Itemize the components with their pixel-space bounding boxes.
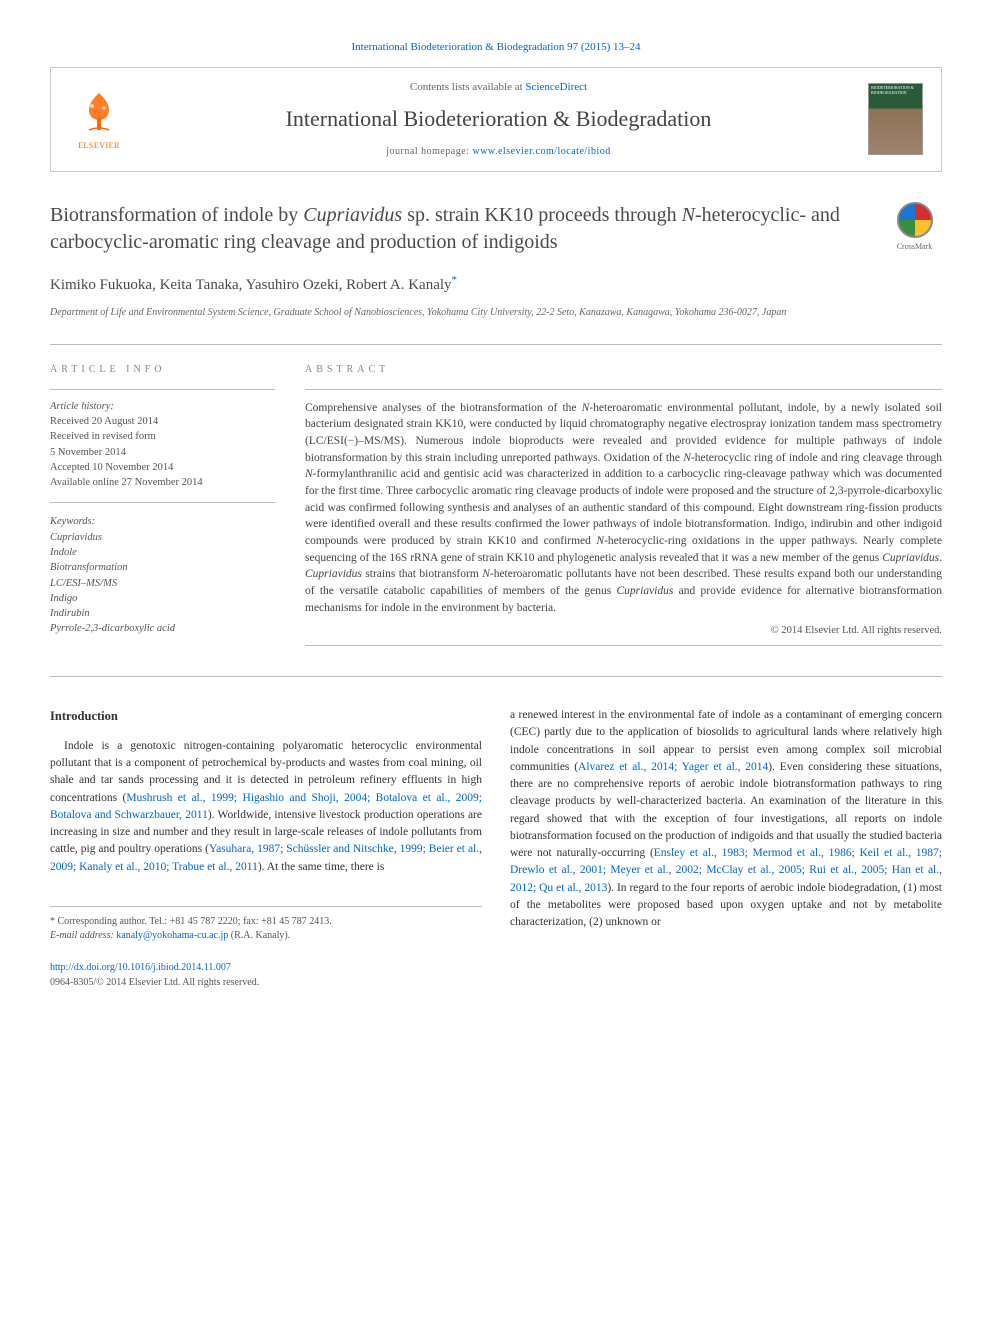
abs-p16: Cupriavidus bbox=[616, 585, 673, 597]
abs-p12: Cupriavidus bbox=[305, 568, 362, 580]
corresponding-line: * Corresponding author. Tel.: +81 45 787… bbox=[50, 915, 482, 930]
history-block: Article history: Received 20 August 2014… bbox=[50, 390, 275, 504]
top-citation-link[interactable]: International Biodeterioration & Biodegr… bbox=[352, 41, 641, 53]
email-suffix: (R.A. Kanaly). bbox=[228, 930, 290, 941]
title-section: Biotransformation of indole by Cupriavid… bbox=[50, 202, 942, 257]
email-link[interactable]: kanaly@yokohama-cu.ac.jp bbox=[116, 930, 228, 941]
abs-p6: N bbox=[305, 468, 313, 480]
history-text: Received 20 August 2014 Received in revi… bbox=[50, 414, 275, 490]
elsevier-logo[interactable]: ELSEVIER bbox=[69, 87, 129, 152]
abs-p1: Comprehensive analyses of the biotransfo… bbox=[305, 402, 582, 414]
contents-prefix: Contents lists available at bbox=[410, 81, 525, 93]
history-label: Article history: bbox=[50, 400, 275, 415]
title-p3: sp. strain KK10 proceeds through bbox=[402, 204, 681, 226]
elsevier-tree-icon bbox=[74, 88, 124, 138]
sciencedirect-link[interactable]: ScienceDirect bbox=[525, 81, 587, 93]
top-citation: International Biodeterioration & Biodegr… bbox=[50, 40, 942, 55]
authors: Kimiko Fukuoka, Keita Tanaka, Yasuhiro O… bbox=[50, 273, 942, 296]
abstract-divider-bottom bbox=[305, 645, 942, 646]
corresponding-mark: * bbox=[452, 274, 458, 286]
abs-p8: N bbox=[596, 535, 604, 547]
abs-p10: Cupriavidus bbox=[882, 552, 939, 564]
article-title: Biotransformation of indole by Cupriavid… bbox=[50, 202, 887, 256]
crossmark-label: CrossMark bbox=[897, 241, 933, 252]
keywords-block: Keywords: Cupriavidus Indole Biotransfor… bbox=[50, 515, 275, 636]
doi-block: http://dx.doi.org/10.1016/j.ibiod.2014.1… bbox=[50, 960, 482, 990]
info-abstract-row: ARTICLE INFO Article history: Received 2… bbox=[50, 345, 942, 646]
body-col-left: Introduction Indole is a genotoxic nitro… bbox=[50, 707, 482, 990]
body-col-right: a renewed interest in the environmental … bbox=[510, 707, 942, 990]
intro-cite3[interactable]: Alvarez et al., 2014; Yager et al., 2014 bbox=[578, 761, 768, 773]
intro-c2b: ). Even considering these situations, th… bbox=[510, 761, 942, 859]
abs-p13: strains that biotransform bbox=[362, 568, 482, 580]
homepage-prefix: journal homepage: bbox=[386, 146, 472, 157]
authors-list: Kimiko Fukuoka, Keita Tanaka, Yasuhiro O… bbox=[50, 277, 452, 293]
intro-heading: Introduction bbox=[50, 707, 482, 726]
abs-p5: -heterocyclic ring of indole and ring cl… bbox=[691, 452, 942, 464]
abstract-heading: ABSTRACT bbox=[305, 363, 942, 377]
abstract-text: Comprehensive analyses of the biotransfo… bbox=[305, 390, 942, 617]
intro-c1c: ). At the same time, there is bbox=[258, 861, 384, 873]
copyright: © 2014 Elsevier Ltd. All rights reserved… bbox=[305, 624, 942, 639]
divider-body bbox=[50, 676, 942, 677]
info-heading: ARTICLE INFO bbox=[50, 363, 275, 377]
keywords-text: Cupriavidus Indole Biotransformation LC/… bbox=[50, 530, 275, 637]
title-p4: N bbox=[682, 204, 695, 226]
email-label: E-mail address: bbox=[50, 930, 114, 941]
keywords-label: Keywords: bbox=[50, 515, 275, 530]
journal-cover[interactable]: BIODETERIORATION & BIODEGRADATION bbox=[868, 83, 923, 155]
doi-link[interactable]: http://dx.doi.org/10.1016/j.ibiod.2014.1… bbox=[50, 962, 231, 973]
body-columns: Introduction Indole is a genotoxic nitro… bbox=[50, 707, 942, 990]
issn-line: 0964-8305/© 2014 Elsevier Ltd. All right… bbox=[50, 975, 482, 990]
intro-p1: Indole is a genotoxic nitrogen-containin… bbox=[50, 738, 482, 876]
abs-p4: N bbox=[683, 452, 691, 464]
abs-p11: . bbox=[939, 552, 942, 564]
crossmark-badge[interactable]: CrossMark bbox=[887, 202, 942, 257]
email-line: E-mail address: kanaly@yokohama-cu.ac.jp… bbox=[50, 929, 482, 944]
journal-name: International Biodeterioration & Biodegr… bbox=[129, 104, 868, 135]
journal-header: ELSEVIER Contents lists available at Sci… bbox=[50, 67, 942, 171]
journal-cover-text: BIODETERIORATION & BIODEGRADATION bbox=[869, 84, 922, 97]
affiliation: Department of Life and Environmental Sys… bbox=[50, 306, 942, 319]
contents-line: Contents lists available at ScienceDirec… bbox=[129, 80, 868, 95]
homepage-line: journal homepage: www.elsevier.com/locat… bbox=[129, 145, 868, 159]
intro-p2: a renewed interest in the environmental … bbox=[510, 707, 942, 931]
abstract-section: ABSTRACT Comprehensive analyses of the b… bbox=[305, 363, 942, 646]
article-info: ARTICLE INFO Article history: Received 2… bbox=[50, 363, 275, 646]
title-p2: Cupriavidus bbox=[303, 204, 402, 226]
crossmark-icon bbox=[897, 202, 933, 238]
header-center: Contents lists available at ScienceDirec… bbox=[129, 80, 868, 158]
corresponding-footer: * Corresponding author. Tel.: +81 45 787… bbox=[50, 906, 482, 944]
title-p1: Biotransformation of indole by bbox=[50, 204, 303, 226]
homepage-link[interactable]: www.elsevier.com/locate/ibiod bbox=[472, 146, 610, 157]
abs-p14: N bbox=[482, 568, 490, 580]
elsevier-label: ELSEVIER bbox=[78, 140, 120, 151]
